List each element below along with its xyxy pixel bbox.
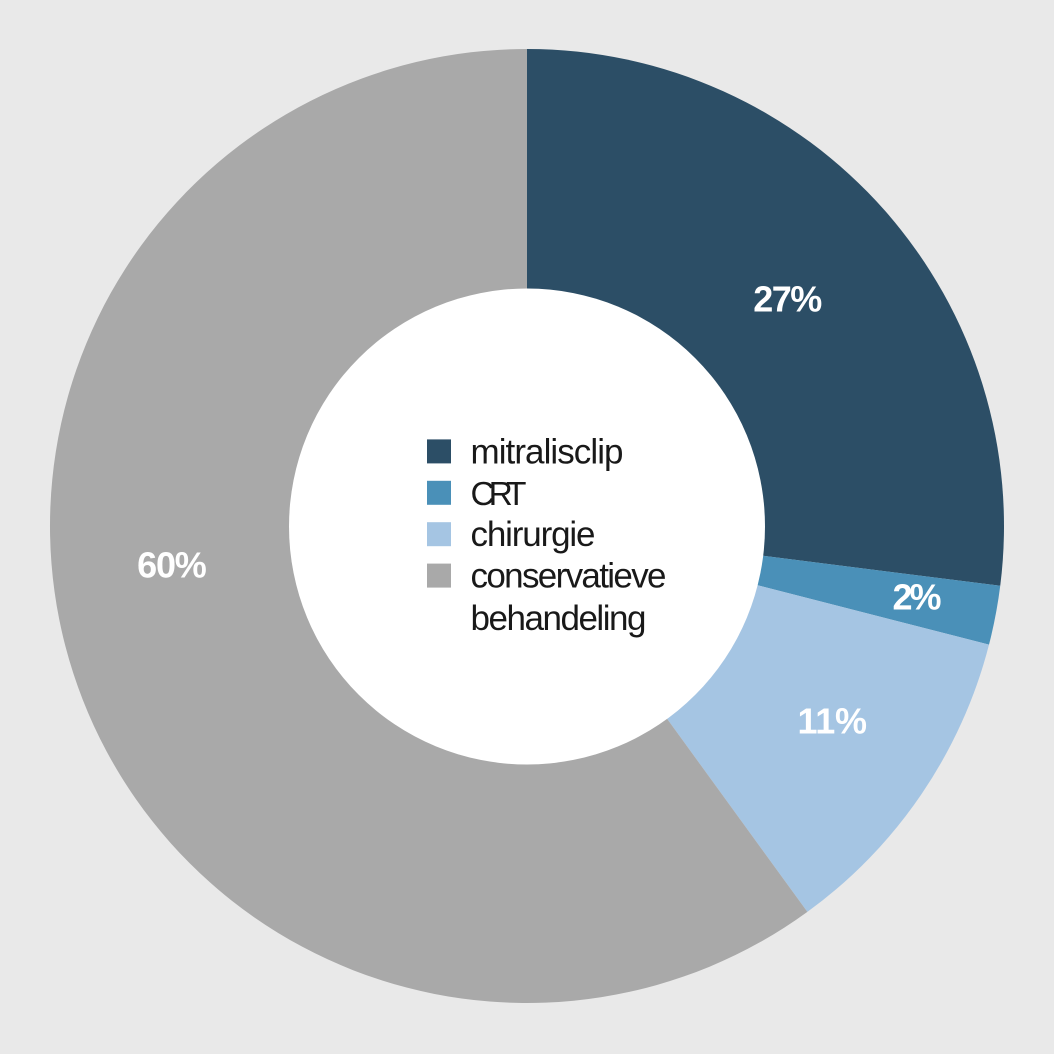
- svg-text:11%: 11%: [798, 701, 868, 742]
- svg-text:27%: 27%: [753, 279, 822, 320]
- svg-text:CRT: CRT: [471, 476, 527, 513]
- svg-text:2%: 2%: [893, 577, 942, 618]
- svg-text:mitralisclip: mitralisclip: [471, 432, 624, 471]
- svg-text:60%: 60%: [137, 545, 207, 586]
- svg-text:conservatieve: conservatieve: [471, 557, 667, 596]
- svg-text:behandeling: behandeling: [471, 599, 647, 638]
- svg-text:chirurgie: chirurgie: [471, 515, 596, 554]
